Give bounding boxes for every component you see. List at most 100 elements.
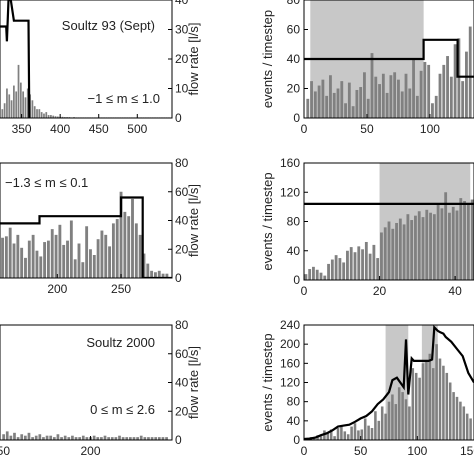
x-tick-label: 350 <box>12 122 32 136</box>
bar <box>380 232 383 280</box>
bar <box>138 234 142 278</box>
y-tick-label: 40 <box>175 0 189 7</box>
bar <box>15 91 18 118</box>
bar <box>436 203 440 280</box>
bar <box>85 437 89 440</box>
x-tick-label: 40 <box>448 284 462 298</box>
bar <box>310 81 313 118</box>
y-tick-label: 0 <box>175 111 182 125</box>
y-tick-label: 30 <box>175 23 189 37</box>
bar <box>47 115 50 118</box>
y-tick-label: 20 <box>175 52 189 66</box>
shaded-interval <box>379 163 471 280</box>
x-tick-label: 20 <box>373 284 387 298</box>
bar <box>406 214 410 280</box>
y-tick-label: 0 <box>175 433 182 447</box>
bar <box>40 112 43 118</box>
bar <box>376 258 380 280</box>
bar <box>361 249 364 280</box>
bar <box>463 201 466 280</box>
bar <box>139 435 143 440</box>
bar <box>360 429 364 440</box>
bar <box>17 64 20 118</box>
bar <box>442 365 445 440</box>
bar <box>71 435 74 440</box>
y-tick-label: 0 <box>293 111 300 125</box>
bar <box>100 437 103 440</box>
y-tick-label: 80 <box>287 395 301 409</box>
bar <box>455 210 459 280</box>
bar <box>384 413 387 440</box>
bar <box>462 406 466 440</box>
bar <box>448 212 451 280</box>
bar <box>431 368 435 440</box>
plot-area <box>0 191 172 278</box>
bar <box>401 392 404 440</box>
bar <box>110 437 114 440</box>
y-tick-label: 200 <box>280 337 300 351</box>
bar <box>394 404 398 440</box>
x-tick-label: 100 <box>407 444 427 458</box>
bar <box>427 64 431 118</box>
bar <box>16 234 20 278</box>
bar <box>383 227 387 280</box>
bar <box>449 76 453 118</box>
bar <box>127 216 131 278</box>
bar <box>78 437 82 440</box>
x-tick-label: 450 <box>89 122 109 136</box>
y-tick-label: 40 <box>175 376 189 390</box>
flow-rate-line <box>304 325 474 440</box>
bar <box>96 437 100 440</box>
flow-rate-line <box>0 196 172 278</box>
bar <box>334 255 338 280</box>
bar <box>321 79 325 118</box>
bar <box>4 236 8 278</box>
bar <box>129 437 132 440</box>
bar <box>317 85 321 118</box>
bar <box>6 88 8 118</box>
bar <box>398 218 402 280</box>
flow-rate-line <box>0 0 31 118</box>
bar <box>61 116 64 118</box>
bar <box>39 256 43 278</box>
bar <box>34 435 38 440</box>
bar <box>368 253 372 280</box>
y-tick-label: 20 <box>175 242 189 256</box>
bar <box>404 399 408 440</box>
bar <box>378 84 381 118</box>
x-tick-label: 200 <box>81 444 101 458</box>
x-tick-label: 100 <box>420 122 440 136</box>
bar <box>20 247 24 278</box>
bar <box>466 203 470 280</box>
bar <box>326 432 330 440</box>
bar <box>125 437 129 440</box>
x-tick-label: 50 <box>360 122 374 136</box>
bar <box>397 387 401 440</box>
bar <box>343 431 347 440</box>
bar <box>92 255 96 278</box>
bar <box>69 220 73 278</box>
bar <box>428 353 432 440</box>
bar <box>344 103 347 118</box>
x-tick-label: 0 <box>301 444 308 458</box>
bar <box>35 250 39 278</box>
bar <box>418 377 421 440</box>
panel-title: Soultz 93 (Sept) <box>62 18 155 33</box>
bar <box>353 252 357 280</box>
y-tick-label: 20 <box>175 404 189 418</box>
bar <box>50 229 54 278</box>
bar <box>147 437 150 440</box>
bar <box>22 91 25 118</box>
bar <box>23 435 27 440</box>
bar <box>123 211 127 278</box>
bar <box>417 211 421 280</box>
bar <box>470 199 474 280</box>
bar <box>308 269 312 280</box>
bar <box>306 98 310 118</box>
bar <box>353 423 357 440</box>
bar <box>50 115 52 118</box>
bar <box>77 243 81 278</box>
chart-panel-left-bottom: 150 200 0 20 40 60 80 flow rate [l/s] Soultz 200… <box>0 318 201 458</box>
y-tick-label: 40 <box>287 52 301 66</box>
